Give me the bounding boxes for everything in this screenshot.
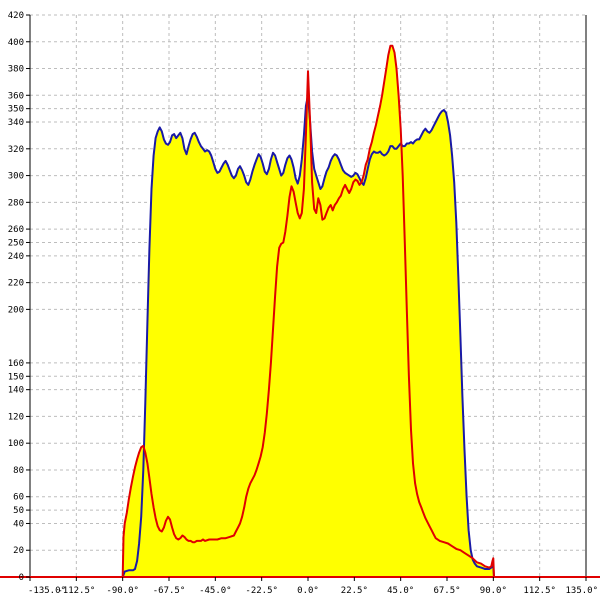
x-tick-label: 112.5°	[523, 586, 556, 596]
y-tick-label: 420	[8, 11, 24, 21]
x-tick-label: -22.5°	[245, 586, 278, 596]
y-tick-label: 380	[8, 65, 24, 75]
y-tick-label: 120	[8, 412, 24, 422]
x-tick-label: 90.0°	[480, 586, 507, 596]
x-tick-label: -67.5°	[153, 586, 186, 596]
tick-labels: 0 20 40 50 60 80 100 120 140 150 160 200 220 240 250 26…	[8, 11, 598, 596]
y-tick-label: 320	[8, 145, 24, 155]
y-tick-label: 400	[8, 38, 24, 48]
y-tick-label: 280	[8, 198, 24, 208]
y-tick-label: 50	[13, 506, 24, 516]
filled-area-layer	[122, 45, 494, 578]
x-tick-label: -45.0°	[199, 586, 232, 596]
y-tick-label: 150	[8, 372, 24, 382]
y-tick-label: 340	[8, 118, 24, 128]
y-tick-label: 200	[8, 305, 24, 315]
axes	[0, 14, 600, 581]
series-2-line	[121, 44, 495, 578]
y-tick-label: 300	[8, 172, 24, 182]
y-tick-label: 60	[13, 493, 24, 503]
x-tick-label: -90.0°	[106, 586, 139, 596]
series-2-fill	[122, 45, 494, 578]
y-tick-label: 20	[13, 546, 24, 556]
y-tick-label: 250	[8, 238, 24, 248]
y-tick-label: 140	[8, 386, 24, 396]
y-tick-label: 260	[8, 225, 24, 235]
series-lines	[121, 44, 495, 578]
x-tick-label: -135.0°	[28, 586, 66, 596]
y-tick-label: 240	[8, 252, 24, 262]
x-tick-label: 67.5°	[433, 586, 460, 596]
x-tick-label: 22.5°	[341, 586, 368, 596]
y-tick-label: 360	[8, 91, 24, 101]
y-tick-label: 0	[19, 573, 24, 583]
y-tick-label: 40	[13, 519, 24, 529]
y-tick-label: 350	[8, 105, 24, 115]
x-tick-label: 45.0°	[387, 586, 414, 596]
x-tick-label: 135.0°	[565, 586, 598, 596]
y-tick-label: 160	[8, 359, 24, 369]
x-tick-label: 0.0°	[297, 586, 319, 596]
x-tick-label: -112.5°	[57, 586, 95, 596]
y-tick-label: 220	[8, 279, 24, 289]
y-tick-label: 80	[13, 466, 24, 476]
y-tick-label: 100	[8, 439, 24, 449]
